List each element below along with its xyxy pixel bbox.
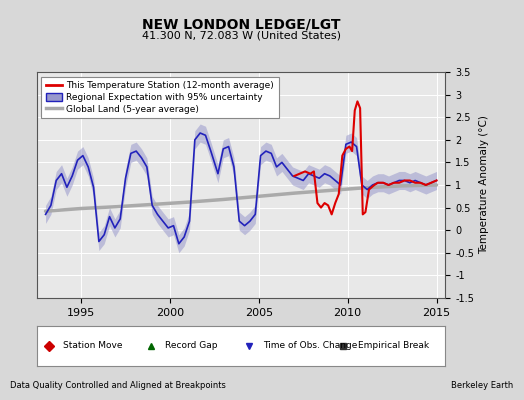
Text: Berkeley Earth: Berkeley Earth — [451, 381, 514, 390]
Text: Time of Obs. Change: Time of Obs. Change — [264, 342, 358, 350]
Text: Station Move: Station Move — [63, 342, 123, 350]
Text: Record Gap: Record Gap — [166, 342, 218, 350]
Y-axis label: Temperature Anomaly (°C): Temperature Anomaly (°C) — [479, 116, 489, 254]
Text: Data Quality Controlled and Aligned at Breakpoints: Data Quality Controlled and Aligned at B… — [10, 381, 226, 390]
Legend: This Temperature Station (12-month average), Regional Expectation with 95% uncer: This Temperature Station (12-month avera… — [41, 76, 279, 118]
Text: NEW LONDON LEDGE/LGT: NEW LONDON LEDGE/LGT — [142, 18, 340, 32]
Text: Empirical Break: Empirical Break — [357, 342, 429, 350]
Text: 41.300 N, 72.083 W (United States): 41.300 N, 72.083 W (United States) — [141, 30, 341, 40]
